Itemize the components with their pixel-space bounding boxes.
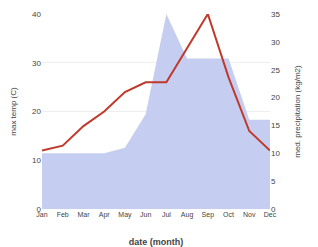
svg-text:35: 35 [271,10,280,19]
svg-text:20: 20 [32,107,41,116]
svg-text:Jul: Jul [162,211,171,218]
svg-text:Jun: Jun [140,211,151,218]
svg-text:Feb: Feb [57,211,69,218]
svg-text:Jan: Jan [36,211,47,218]
svg-text:5: 5 [271,177,276,186]
svg-text:Sep: Sep [202,211,215,219]
svg-text:10: 10 [271,149,280,158]
svg-text:Mar: Mar [77,211,90,218]
svg-text:Apr: Apr [99,211,111,219]
svg-text:0: 0 [271,205,276,214]
svg-text:15: 15 [271,121,280,130]
svg-text:40: 40 [32,10,41,19]
svg-text:30: 30 [271,38,280,47]
svg-text:med. precipitation (kg/m2): med. precipitation (kg/m2) [293,65,302,158]
svg-text:May: May [118,211,132,219]
svg-text:20: 20 [271,93,280,102]
svg-text:max temp (C): max temp (C) [9,87,18,136]
svg-text:30: 30 [32,59,41,68]
svg-text:10: 10 [32,156,41,165]
svg-text:Aug: Aug [181,211,194,219]
svg-text:25: 25 [271,66,280,75]
svg-text:Dec: Dec [264,211,277,218]
svg-text:0: 0 [37,205,42,214]
svg-text:Nov: Nov [243,211,256,218]
svg-text:date (month): date (month) [129,237,184,247]
svg-text:Oct: Oct [223,211,234,218]
